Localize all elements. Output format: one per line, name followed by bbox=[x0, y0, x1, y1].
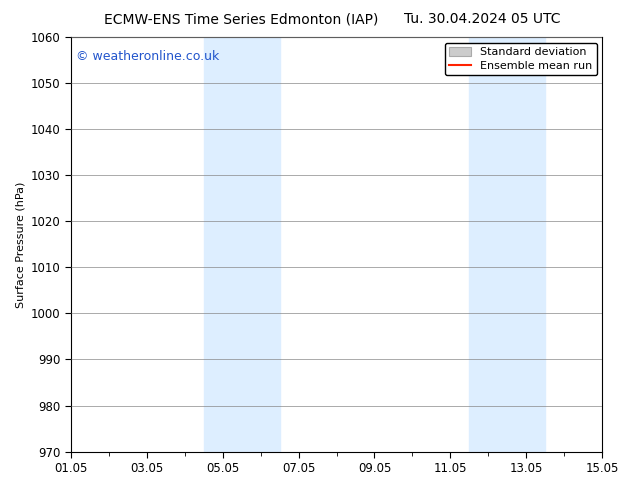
Text: Tu. 30.04.2024 05 UTC: Tu. 30.04.2024 05 UTC bbox=[404, 12, 560, 26]
Bar bbox=[469, 37, 545, 452]
Text: ECMW-ENS Time Series Edmonton (IAP): ECMW-ENS Time Series Edmonton (IAP) bbox=[104, 12, 378, 26]
Y-axis label: Surface Pressure (hPa): Surface Pressure (hPa) bbox=[15, 181, 25, 308]
Legend: Standard deviation, Ensemble mean run: Standard deviation, Ensemble mean run bbox=[444, 43, 597, 75]
Bar bbox=[204, 37, 280, 452]
Text: © weatheronline.co.uk: © weatheronline.co.uk bbox=[76, 49, 219, 63]
